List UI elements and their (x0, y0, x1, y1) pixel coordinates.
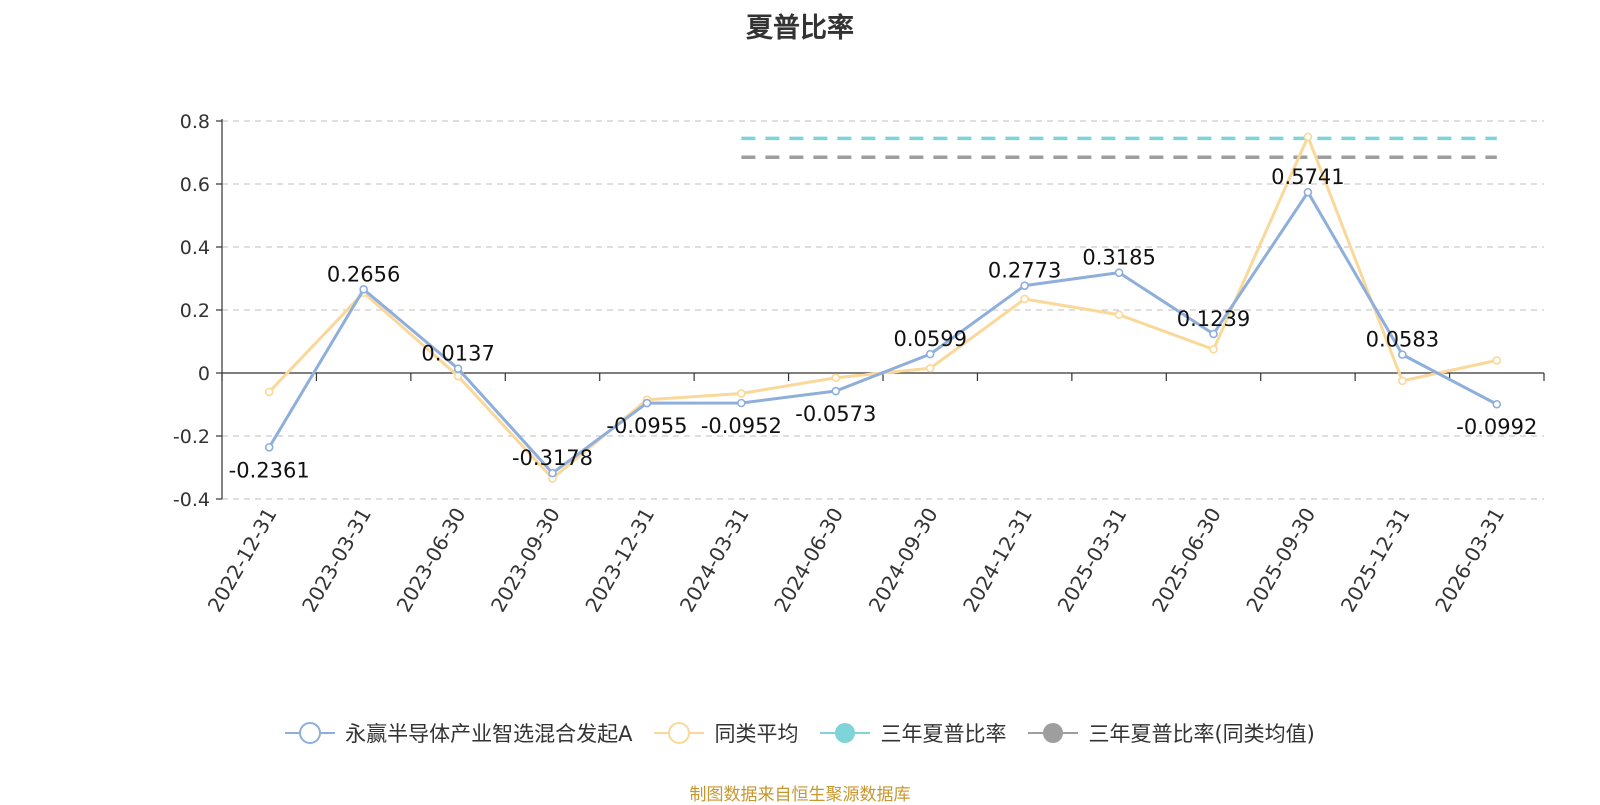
peer-average-data-point (1020, 294, 1029, 304)
peer-average-data-point (925, 363, 935, 373)
legend-item-fund[interactable]: 永赢半导体产业智选混合发起A (285, 718, 632, 748)
fund-data-label: 0.0599 (893, 327, 966, 351)
chart-title: 夏普比率 (746, 13, 854, 44)
legend-label-fund: 永赢半导体产业智选混合发起A (345, 722, 633, 746)
legend-item-three-year-peer[interactable]: 三年夏普比率(同类均值) (1028, 718, 1315, 748)
legend: 永赢半导体产业智选混合发起A 同类平均 三年夏普比率 三年夏普比率(同类均值) (0, 718, 1600, 748)
peer-average-data-point (1398, 376, 1407, 386)
x-tick-label: 2025-06-30 (1147, 504, 1226, 617)
y-tick-label: 0.2 (180, 300, 210, 322)
peer-average-data-point (1114, 310, 1124, 320)
legend-label-three-year-peer: 三年夏普比率(同类均值) (1088, 722, 1315, 746)
y-tick-label: 0 (198, 363, 210, 385)
legend-label-peer-average: 同类平均 (714, 722, 799, 746)
peer-average-data-point (264, 387, 274, 397)
fund-data-point (359, 285, 368, 294)
x-tick-label: 2024-03-31 (675, 504, 754, 617)
peer-average-data-point (737, 389, 746, 398)
fund-data-label: 0.5741 (1271, 165, 1344, 189)
fund-data-label: 0.1239 (1177, 307, 1250, 331)
data-source-note: 制图数据来自恒生聚源数据库 (689, 785, 911, 805)
fund-data-point (453, 364, 463, 373)
x-tick-label: 2024-12-31 (958, 504, 1037, 617)
x-tick-label: 2026-03-31 (1430, 504, 1509, 617)
peer-average-data-point (1303, 132, 1313, 142)
legend-filled-circle-icon (820, 723, 871, 743)
y-tick-label: 0.8 (180, 111, 210, 133)
fund-data-point (1020, 281, 1029, 290)
legend-item-three-year[interactable]: 三年夏普比率 (820, 718, 1006, 748)
x-tick-label: 2024-06-30 (769, 504, 848, 617)
x-tick-label: 2024-09-30 (864, 504, 943, 617)
fund-data-label: -0.0573 (795, 402, 876, 426)
fund-data-point (737, 398, 746, 408)
fund-data-label: 0.2773 (988, 259, 1061, 283)
y-tick-label: -0.4 (173, 489, 210, 511)
fund-data-point (1114, 268, 1124, 277)
fund-data-label: -0.3178 (512, 446, 593, 470)
legend-circle-icon (654, 722, 705, 744)
fund-data-label: 0.3185 (1082, 246, 1155, 270)
y-tick-label: -0.2 (173, 426, 210, 448)
x-tick-label: 2023-06-30 (391, 503, 470, 616)
fund-data-point (548, 468, 557, 478)
fund-data-point (264, 443, 274, 452)
fund-data-point (642, 398, 652, 408)
peer-average-data-point (1209, 345, 1218, 354)
peer-average-data-point (453, 371, 463, 381)
x-tick-label: 2025-12-31 (1336, 504, 1415, 617)
x-tick-label: 2025-09-30 (1241, 504, 1320, 617)
x-tick-label: 2023-03-31 (297, 504, 376, 617)
fund-data-point (831, 386, 841, 396)
fund-series-line (267, 190, 1498, 475)
legend-filled-circle-icon (1028, 723, 1079, 743)
peer-average-data-point (831, 373, 841, 383)
fund-data-point (1492, 399, 1502, 409)
x-tick-label: 2023-09-30 (486, 504, 565, 617)
sharpe-ratio-line-chart: -0.4 -0.2 0 0.2 0.4 0.6 0.8 2022-12-31 2023-03-3… (173, 111, 1545, 617)
peer-average-data-point (1492, 356, 1502, 365)
x-tick-label: 2023-12-31 (580, 504, 659, 617)
fund-data-label: 0.0137 (421, 342, 494, 366)
x-tick-label: 2022-12-31 (203, 504, 282, 617)
fund-data-label: -0.0992 (1456, 415, 1537, 439)
y-tick-label: 0.4 (180, 237, 210, 259)
legend-label-three-year: 三年夏普比率 (880, 722, 1007, 746)
y-tick-label: 0.6 (180, 174, 210, 196)
fund-data-label: -0.0952 (701, 414, 782, 438)
fund-data-label: -0.0955 (606, 414, 687, 438)
fund-data-label: 0.2656 (327, 262, 400, 286)
fund-data-point (1398, 350, 1407, 359)
fund-data-point (1303, 187, 1313, 197)
fund-data-label: 0.0583 (1366, 328, 1439, 352)
legend-item-peer-average[interactable]: 同类平均 (654, 718, 798, 748)
x-tick-label: 2025-03-31 (1052, 504, 1131, 617)
legend-circle-icon (285, 722, 336, 744)
fund-data-label: -0.2361 (229, 458, 310, 482)
fund-data-point (1209, 329, 1218, 339)
fund-data-point (925, 349, 935, 359)
